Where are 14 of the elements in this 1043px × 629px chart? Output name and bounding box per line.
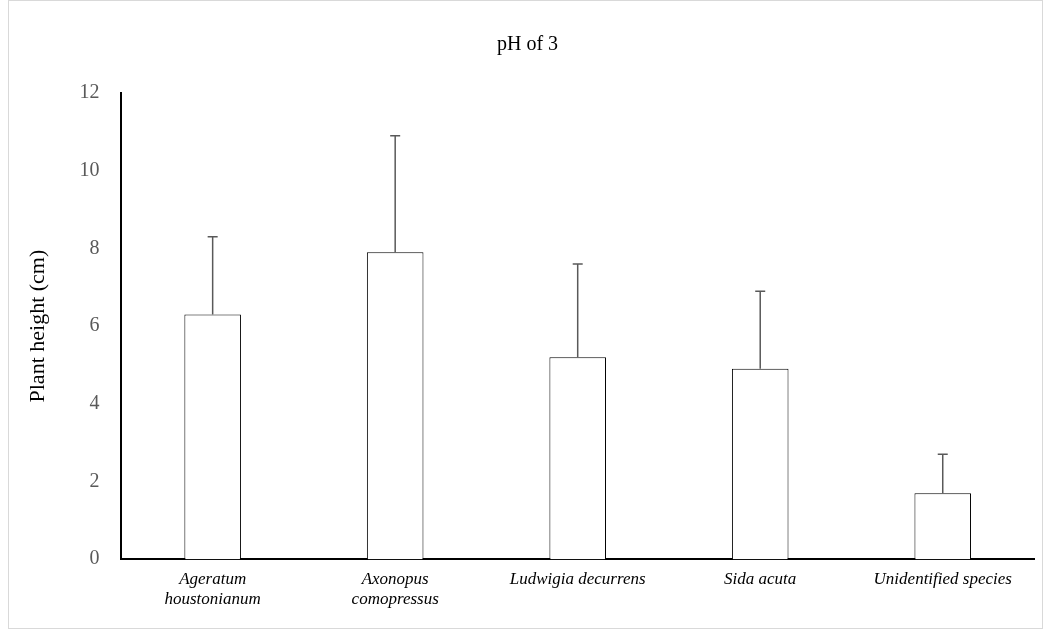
x-tick-label: Ageratum houstonianum xyxy=(164,568,261,609)
y-tick-label: 4 xyxy=(89,391,100,414)
y-tick-label: 2 xyxy=(89,468,100,491)
x-tick-label: Sida acuta xyxy=(724,568,797,588)
chart-title: pH of 3 xyxy=(496,32,559,56)
y-tick-label: 8 xyxy=(89,235,100,258)
y-tick-label: 6 xyxy=(89,313,100,336)
y-axis-title: Plant height (cm) xyxy=(23,249,49,403)
x-tick-label: Ludwigia decurrens xyxy=(508,568,646,588)
y-tick-label: 12 xyxy=(79,80,100,103)
x-tick-label: Unidentified species xyxy=(873,568,1013,588)
x-tick-label: Axonopus comopressus xyxy=(351,568,440,609)
y-tick-label: 0 xyxy=(89,546,100,569)
y-tick-label: 10 xyxy=(79,157,100,180)
